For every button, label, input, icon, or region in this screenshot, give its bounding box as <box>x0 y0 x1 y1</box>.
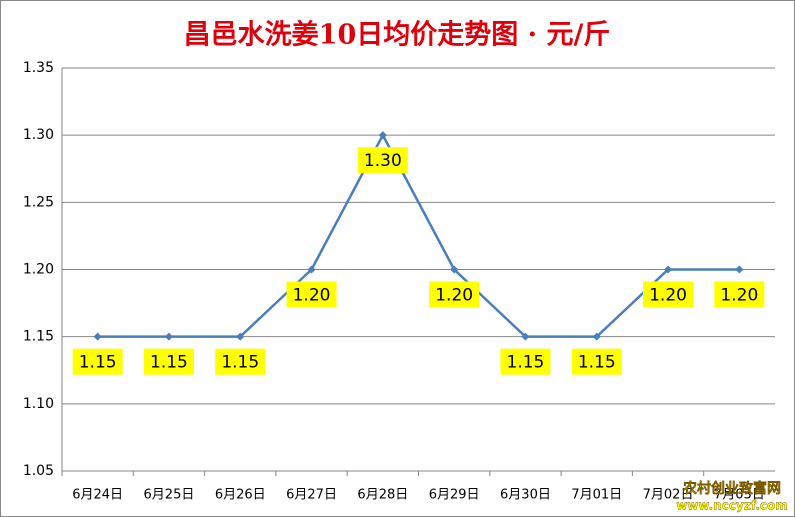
marker <box>450 265 459 274</box>
value-label-box <box>643 281 694 308</box>
value-label-box <box>72 348 123 375</box>
x-tick-label: 6月28日 <box>357 488 408 503</box>
y-tick-label: 1.35 <box>23 60 54 76</box>
watermark: www.nccyzf.com <box>676 499 788 513</box>
value-label-box <box>143 348 194 375</box>
value-label-box <box>357 147 408 174</box>
x-tick-label: 7月01日 <box>571 488 622 503</box>
value-label: 1.30 <box>364 151 402 171</box>
y-tick-label: 1.20 <box>23 262 54 278</box>
x-tick-label: 7月02日 <box>643 488 694 503</box>
x-tick-label: 7月03日 <box>714 488 765 503</box>
x-tick-label: 6月29日 <box>429 488 480 503</box>
y-tick-label: 1.10 <box>23 396 54 412</box>
value-label-box <box>500 348 551 375</box>
y-tick-label: 1.15 <box>23 329 54 345</box>
marker <box>735 265 744 274</box>
value-label-box <box>215 348 266 375</box>
value-label: 1.20 <box>293 286 331 306</box>
value-label: 1.20 <box>649 286 687 306</box>
y-tick-label: 1.25 <box>23 194 54 210</box>
x-tick-label: 6月24日 <box>72 488 123 503</box>
marker <box>592 332 601 341</box>
marker <box>93 332 102 341</box>
value-label-box <box>429 281 480 308</box>
x-tick-label: 6月26日 <box>215 488 266 503</box>
value-label-box <box>286 281 337 308</box>
value-label-box <box>571 348 622 375</box>
x-tick-label: 6月25日 <box>144 488 195 503</box>
x-tick-label: 6月27日 <box>286 488 337 503</box>
watermark: 农村创业致富网 <box>682 480 781 497</box>
y-tick-label: 1.05 <box>23 463 54 479</box>
value-label-box <box>714 281 765 308</box>
marker <box>164 332 173 341</box>
value-label: 1.15 <box>221 353 259 373</box>
value-label: 1.20 <box>435 286 473 306</box>
marker <box>521 332 530 341</box>
value-label: 1.15 <box>79 353 117 373</box>
line <box>97 132 740 338</box>
value-label: 1.20 <box>720 286 758 306</box>
x-tick-label: 6月30日 <box>500 488 551 503</box>
marker <box>664 265 673 274</box>
y-tick-label: 1.30 <box>23 127 54 143</box>
value-label: 1.15 <box>578 353 616 373</box>
chart-title: 昌邑水洗姜10日均价走势图 · 元/斤 <box>184 19 611 51</box>
marker <box>307 265 316 274</box>
value-label: 1.15 <box>507 353 545 373</box>
marker <box>378 131 387 140</box>
marker <box>236 332 245 341</box>
value-label: 1.15 <box>150 353 188 373</box>
